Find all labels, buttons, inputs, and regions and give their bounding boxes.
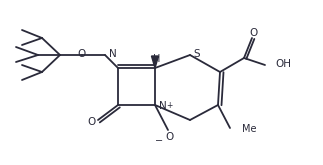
Text: −: −	[155, 136, 163, 146]
Text: N: N	[109, 49, 117, 59]
Text: H: H	[153, 54, 161, 64]
Polygon shape	[151, 56, 159, 68]
Text: Me: Me	[242, 124, 256, 134]
Text: OH: OH	[275, 59, 291, 69]
Text: O: O	[165, 132, 173, 142]
Text: O: O	[88, 117, 96, 127]
Text: +: +	[166, 101, 172, 110]
Text: S: S	[193, 49, 200, 59]
Text: O: O	[78, 49, 86, 59]
Text: N: N	[159, 101, 167, 111]
Text: O: O	[250, 28, 258, 38]
